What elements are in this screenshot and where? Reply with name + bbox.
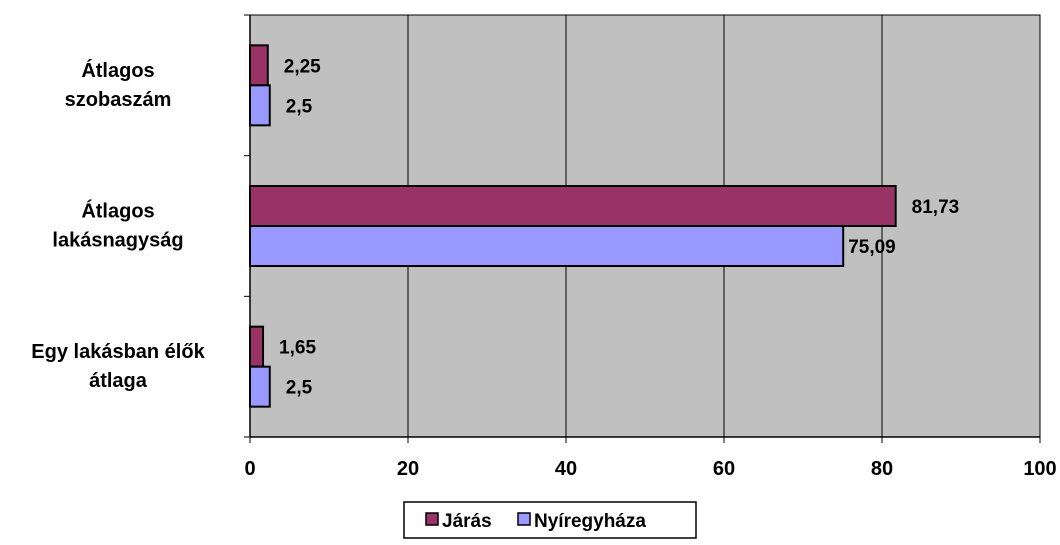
bar-jaras-2 <box>249 325 265 368</box>
data-label: 2,25 <box>284 56 321 77</box>
category-label: szobaszám <box>65 89 172 111</box>
x-tick-label: 40 <box>555 458 577 480</box>
category-label: Átlagos <box>81 200 154 223</box>
category-label: Átlagos <box>81 59 154 82</box>
category-label: átlaga <box>89 370 148 392</box>
legend-label: Nyíregyháza <box>534 511 646 532</box>
x-tick-label: 60 <box>713 458 735 480</box>
data-label: 75,09 <box>848 237 896 258</box>
x-tick-label: 0 <box>244 458 255 480</box>
legend-label: Járás <box>442 511 492 532</box>
x-tick-label: 100 <box>1023 458 1056 480</box>
legend-swatch-1 <box>517 512 531 526</box>
data-label: 81,73 <box>912 197 960 218</box>
data-label: 1,65 <box>279 338 316 359</box>
bar-nyiregyhaza-0 <box>249 84 271 127</box>
bar-nyiregyhaza-1 <box>249 225 845 267</box>
x-tick-label: 20 <box>397 458 419 480</box>
category-label: Egy lakásban élők <box>31 341 205 363</box>
category-label: lakásnagyság <box>52 230 183 252</box>
bar-jaras-1 <box>249 185 897 227</box>
x-tick-label: 80 <box>871 458 893 480</box>
legend-swatch-0 <box>425 512 439 526</box>
data-label: 2,5 <box>286 96 313 117</box>
legend <box>403 501 697 539</box>
data-label: 2,5 <box>286 378 313 399</box>
bar-nyiregyhaza-2 <box>249 365 271 408</box>
bar-jaras-0 <box>249 44 269 87</box>
